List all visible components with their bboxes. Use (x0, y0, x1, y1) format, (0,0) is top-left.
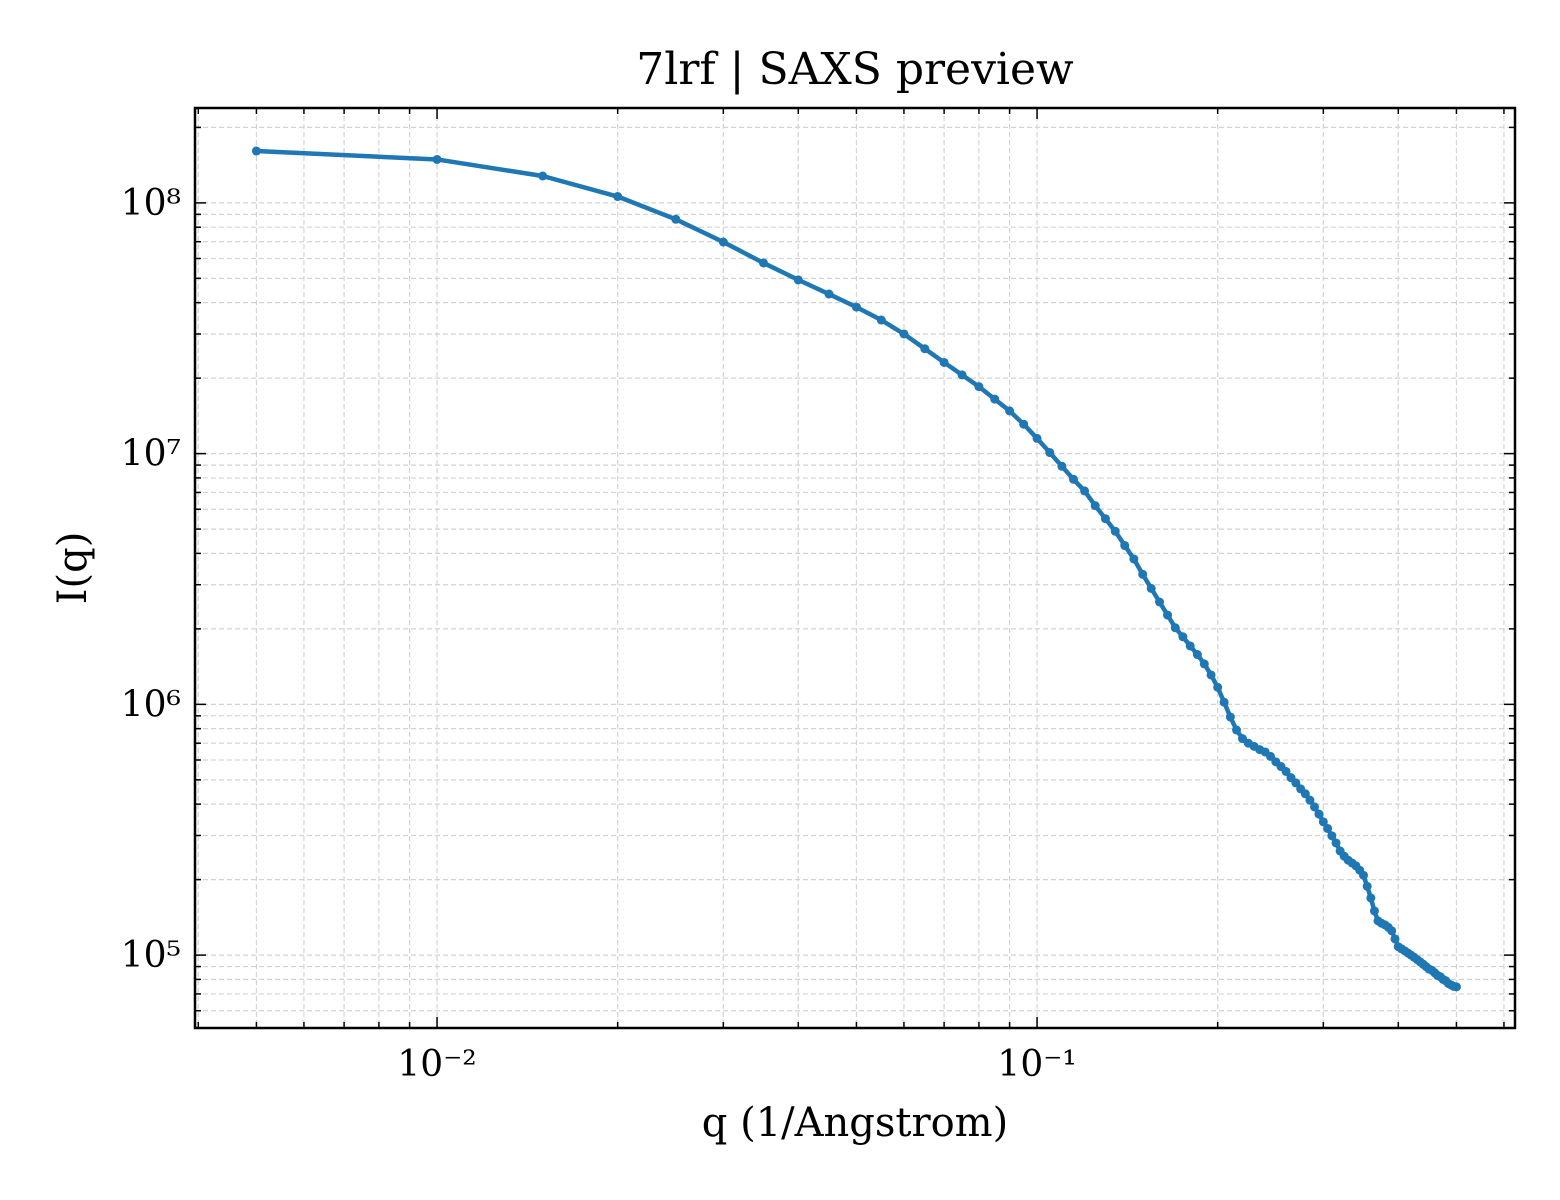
data-point (1314, 809, 1324, 819)
data-point (1366, 893, 1376, 903)
data-point (1100, 514, 1110, 524)
data-point (899, 329, 909, 339)
data-point (1110, 526, 1120, 536)
y-tick-label: 10⁵ (121, 935, 181, 976)
data-point (1032, 433, 1042, 443)
data-point (1232, 725, 1242, 735)
data-point (1129, 554, 1139, 564)
data-point (1120, 541, 1130, 551)
data-point (251, 146, 261, 156)
data-point (1170, 623, 1180, 633)
data-point (1005, 406, 1015, 416)
data-point (1387, 926, 1397, 936)
data-point (1138, 569, 1148, 579)
data-point (1225, 712, 1235, 722)
data-point (939, 357, 949, 367)
data-point (1305, 795, 1315, 805)
plot-frame (193, 106, 1517, 1030)
data-point (974, 382, 984, 392)
data-point (1451, 982, 1461, 992)
data-point (920, 344, 930, 354)
data-point (1362, 881, 1372, 891)
y-axis-label: I(q) (50, 532, 96, 605)
data-point (1185, 641, 1195, 651)
data-point (1369, 906, 1379, 916)
data-point (1068, 474, 1078, 484)
data-point (1331, 838, 1341, 848)
data-point (1300, 789, 1310, 799)
data-point (1057, 461, 1067, 471)
x-tick-label: 10⁻² (397, 1044, 476, 1085)
data-point (1019, 419, 1029, 429)
x-tick-label: 10⁻¹ (997, 1044, 1076, 1085)
data-point (1090, 501, 1100, 511)
data-point (876, 315, 886, 325)
data-point (671, 214, 681, 224)
y-tick-label: 10⁸ (121, 183, 181, 224)
data-point (1178, 632, 1188, 642)
x-axis-label: q (1/Angstrom) (702, 1100, 1008, 1146)
data-point (851, 302, 861, 312)
data-point (718, 237, 728, 247)
data-point (1199, 659, 1209, 669)
data-point (538, 171, 548, 181)
data-point (1390, 934, 1400, 944)
data-point (758, 258, 768, 268)
data-point (1045, 448, 1055, 458)
chart-title: 7lrf | SAXS preview (636, 44, 1074, 95)
data-point (1358, 870, 1368, 880)
data-point (1291, 778, 1301, 788)
data-point (990, 394, 1000, 404)
data-point (1323, 823, 1333, 833)
data-point (793, 275, 803, 285)
data-point (1206, 670, 1216, 680)
data-point (1163, 610, 1173, 620)
data-point (1327, 831, 1337, 841)
data-point (432, 154, 442, 164)
data-point (1155, 597, 1165, 607)
data-point (613, 192, 623, 202)
data-point (824, 289, 834, 299)
data-point (1219, 697, 1229, 707)
data-point (1192, 650, 1202, 660)
data-point (1318, 817, 1328, 827)
data-point (1080, 486, 1090, 496)
data-point (1213, 682, 1223, 692)
data-point (1309, 802, 1319, 812)
y-tick-label: 10⁷ (121, 434, 181, 475)
data-point (957, 370, 967, 380)
data-point (1146, 583, 1156, 593)
data-point (1281, 766, 1291, 776)
y-tick-label: 10⁶ (121, 684, 181, 725)
